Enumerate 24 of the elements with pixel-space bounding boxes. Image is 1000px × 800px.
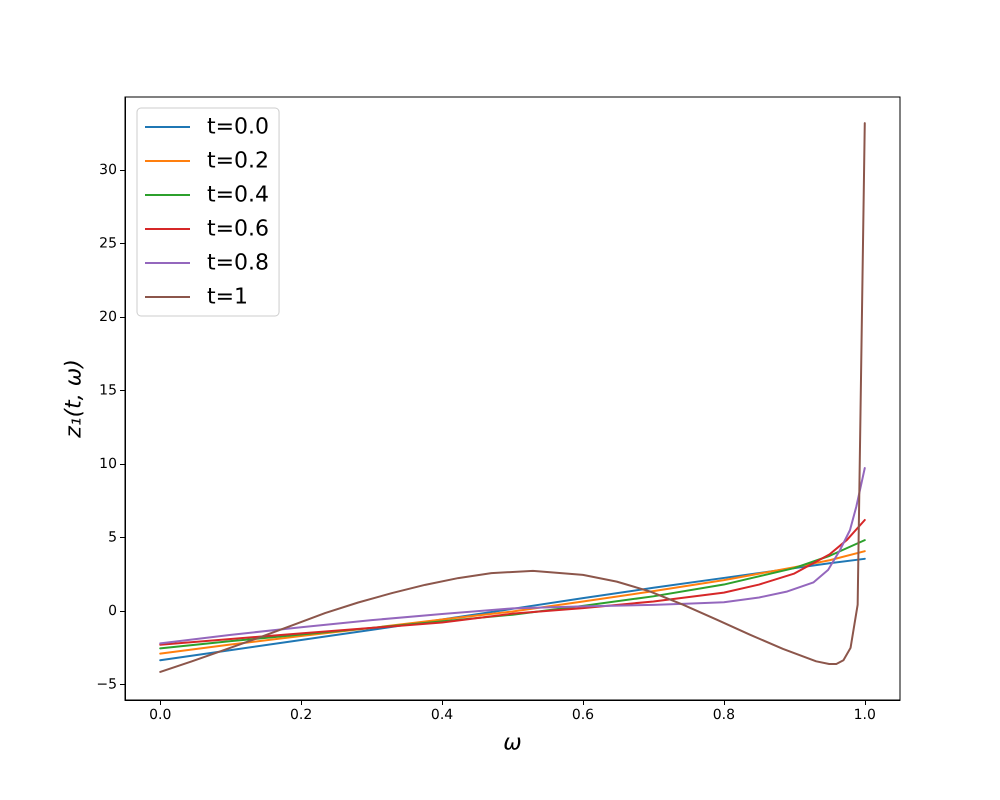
y-tick-label: 0 [108,603,117,620]
y-tick-label: 10 [99,456,117,472]
legend-label: t=0.0 [207,114,270,140]
legend-label: t=0.4 [207,182,270,208]
x-axis-title: ω [503,730,522,756]
x-tick-label: 0.4 [430,707,454,723]
y-tick-label: 20 [99,308,117,325]
y-tick-label: 5 [108,529,117,546]
y-tick-label: 25 [99,235,117,252]
x-tick-label: 0.8 [712,707,735,723]
x-tick-label: 0.0 [149,707,172,723]
y-tick-label: −5 [96,676,117,693]
legend-label: t=0.2 [207,148,270,174]
x-tick-label: 0.6 [572,707,594,723]
line-series [159,467,866,644]
legend-label: t=0.6 [207,216,270,242]
x-tick-label: 0.2 [290,707,312,723]
legend-label: t=1 [207,284,248,310]
line-series [159,518,866,646]
y-axis-title: z₁(t, ω) [62,359,86,439]
y-tick-label: 30 [99,162,117,178]
legend-label: t=0.8 [207,250,270,276]
x-tick-label: 1.0 [854,707,876,723]
y-tick-label: 15 [99,382,117,398]
